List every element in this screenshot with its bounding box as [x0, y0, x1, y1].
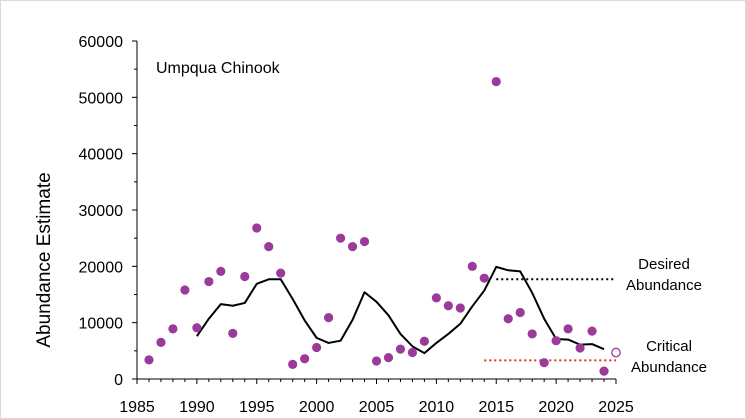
data-point	[479, 273, 489, 283]
data-point	[587, 326, 597, 336]
data-point	[276, 268, 286, 278]
x-tick-label: 2025	[598, 399, 634, 416]
running-average-polyline	[196, 265, 605, 355]
y-tick-label: 60000	[79, 34, 124, 51]
x-tick-label: 1995	[239, 399, 275, 416]
critical-abundance-label: Abundance	[631, 359, 707, 376]
y-tick-label: 0	[114, 372, 123, 389]
data-point	[455, 303, 465, 313]
data-point	[563, 324, 573, 334]
data-point	[288, 359, 298, 369]
data-point	[431, 293, 441, 303]
reference-lines	[484, 278, 616, 362]
data-point	[527, 329, 537, 339]
y-tick-label: 40000	[79, 147, 124, 164]
data-point	[300, 354, 310, 364]
x-tick-label: 2005	[359, 399, 395, 416]
y-ticks: 0 10000 20000 30000 40000 50000 60000	[79, 34, 137, 389]
data-point	[359, 236, 370, 247]
data-point	[551, 336, 561, 346]
open-points	[611, 347, 621, 358]
data-point	[204, 276, 214, 287]
data-point	[491, 76, 501, 87]
data-point	[515, 307, 525, 318]
x-ticks: 1985 1990 1995 2000 2005 2010 2015 2020 2025	[119, 379, 634, 416]
y-tick-label: 10000	[79, 316, 124, 333]
data-point	[168, 324, 178, 334]
data-point	[144, 355, 154, 365]
data-point	[240, 271, 250, 282]
x-tick-label: 2015	[478, 399, 514, 416]
data-point	[419, 336, 429, 346]
data-point	[539, 358, 549, 368]
x-tick-label: 2010	[419, 399, 455, 416]
data-points	[144, 76, 609, 376]
x-tick-label: 2020	[538, 399, 574, 416]
data-point	[347, 242, 358, 252]
open-data-point	[611, 347, 621, 358]
desired-abundance-label: Desired	[638, 256, 690, 273]
data-point	[228, 328, 238, 338]
data-point	[575, 343, 585, 353]
data-point	[407, 347, 418, 358]
critical-abundance-label: Critical	[646, 338, 692, 355]
data-point	[192, 323, 202, 333]
chart-title: Umpqua Chinook	[156, 60, 281, 77]
x-tick-label: 1990	[179, 399, 215, 416]
data-point	[156, 337, 166, 347]
data-point	[371, 356, 382, 366]
data-point	[180, 285, 190, 295]
reference-labels: Desired Abundance Critical Abundance	[626, 256, 707, 376]
y-axis-title: Abundance Estimate	[34, 172, 55, 347]
data-point	[443, 301, 453, 311]
data-point	[324, 312, 334, 323]
data-point	[216, 266, 226, 277]
data-point	[335, 233, 346, 243]
data-point	[467, 261, 477, 271]
data-point	[383, 352, 394, 363]
desired-abundance-label: Abundance	[626, 277, 702, 294]
running-average-line	[196, 265, 605, 355]
y-tick-label: 30000	[79, 203, 124, 220]
data-point	[395, 344, 406, 354]
data-point	[312, 342, 322, 353]
x-tick-label: 2000	[299, 399, 335, 416]
data-point	[252, 223, 262, 233]
data-point	[264, 242, 274, 252]
data-point	[599, 366, 609, 376]
x-tick-label: 1985	[119, 399, 155, 416]
axes	[136, 41, 616, 380]
y-tick-label: 20000	[79, 259, 124, 276]
y-tick-label: 50000	[79, 90, 124, 107]
data-point	[503, 314, 513, 324]
